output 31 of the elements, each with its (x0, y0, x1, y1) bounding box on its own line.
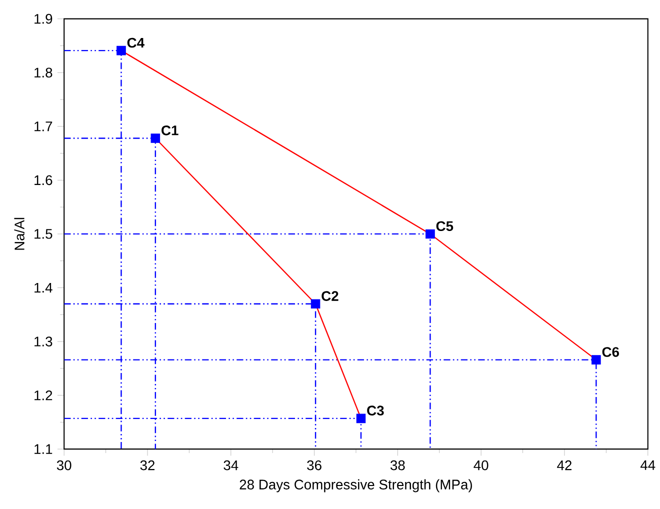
y-tick-label: 1.9 (34, 14, 52, 24)
annotation: C3 (367, 406, 384, 416)
annotation: C4 (127, 38, 144, 48)
x-tick-label: 30 (56, 460, 72, 470)
x-tick-label: 42 (557, 460, 572, 470)
y-axis-title: Na/Al (14, 218, 24, 250)
y-tick-label: 1.4 (34, 283, 52, 293)
point (592, 355, 601, 365)
annotation: C5 (436, 221, 454, 232)
y-tick-label: 1.3 (34, 336, 52, 347)
annotation: C6 (602, 347, 619, 358)
x-tick-label: 38 (390, 460, 405, 470)
x-tick-label: 34 (224, 460, 238, 470)
y-tick-label: 1.6 (34, 175, 52, 186)
x-tick-label: 36 (307, 460, 322, 470)
x-axis-title: 28 Days Compressive Strength (MPa) (240, 479, 472, 492)
x-tick-label: 40 (474, 460, 488, 470)
point (150, 134, 160, 144)
point (116, 46, 126, 56)
x-tick-label: 44 (640, 460, 656, 470)
y-tick-label: 1.1 (34, 444, 52, 454)
y-tick-label: 1.2 (34, 390, 52, 400)
x-tick-label: 32 (140, 460, 155, 470)
point (426, 230, 435, 239)
annotation: C2 (322, 291, 338, 302)
annotation: C1 (162, 126, 178, 136)
point (310, 299, 320, 309)
point (356, 414, 366, 424)
y-tick-label: 1.8 (34, 68, 52, 78)
y-tick-label: 1.5 (34, 229, 52, 240)
y-tick-label: 1.7 (34, 122, 52, 132)
